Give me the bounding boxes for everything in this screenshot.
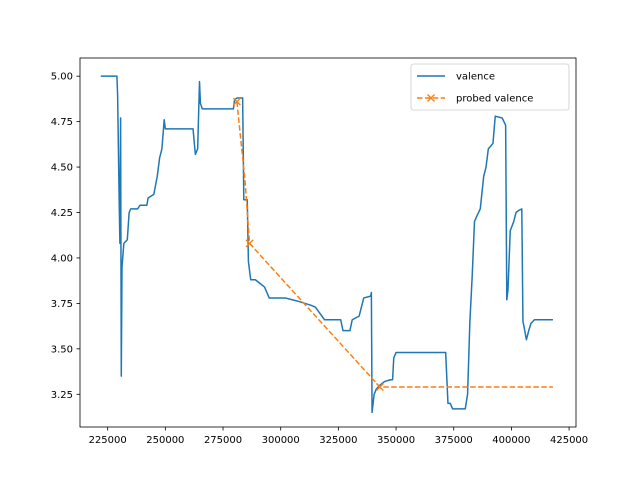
y-tick-label-4: 4.25 bbox=[51, 208, 73, 219]
x-tick-label-4: 325000 bbox=[319, 435, 357, 446]
x-tick-label-6: 375000 bbox=[435, 435, 473, 446]
legend: valence probed valence bbox=[410, 63, 570, 111]
x-tick-label-1: 250000 bbox=[146, 435, 184, 446]
legend-box bbox=[410, 63, 570, 111]
x-axis: 225000 250000 275000 300000 325000 350000 3750… bbox=[89, 427, 588, 446]
x-tick-label-8: 425000 bbox=[550, 435, 588, 446]
y-tick-label-6: 4.75 bbox=[51, 117, 73, 128]
plot-frame bbox=[79, 57, 577, 428]
plot-area: 225000 250000 275000 300000 325000 350000 3750… bbox=[51, 57, 588, 446]
probed-valence-marker-0 bbox=[232, 97, 241, 106]
y-tick-label-0: 3.25 bbox=[51, 390, 73, 401]
y-tick-label-2: 3.75 bbox=[51, 299, 73, 310]
y-tick-label-5: 4.50 bbox=[51, 163, 73, 174]
y-axis: 3.25 3.50 3.75 4.00 4.25 4.50 4.75 5.00 bbox=[51, 72, 80, 401]
legend-label-probed-valence: probed valence bbox=[456, 94, 533, 105]
x-tick-label-5: 350000 bbox=[377, 435, 415, 446]
x-tick-label-3: 300000 bbox=[262, 435, 300, 446]
probed-valence-marker-2 bbox=[375, 383, 384, 392]
x-tick-label-2: 275000 bbox=[204, 435, 242, 446]
y-tick-label-7: 5.00 bbox=[51, 72, 73, 83]
valence-line bbox=[100, 75, 553, 414]
legend-marker-probed-valence bbox=[427, 94, 435, 102]
y-tick-label-1: 3.50 bbox=[51, 344, 73, 355]
x-tick-label-7: 400000 bbox=[492, 435, 530, 446]
legend-label-valence: valence bbox=[456, 72, 495, 83]
y-tick-label-3: 4.00 bbox=[51, 253, 73, 264]
series-layer bbox=[100, 75, 553, 414]
probed-valence-marker-1 bbox=[245, 239, 254, 248]
x-tick-label-0: 225000 bbox=[89, 435, 127, 446]
